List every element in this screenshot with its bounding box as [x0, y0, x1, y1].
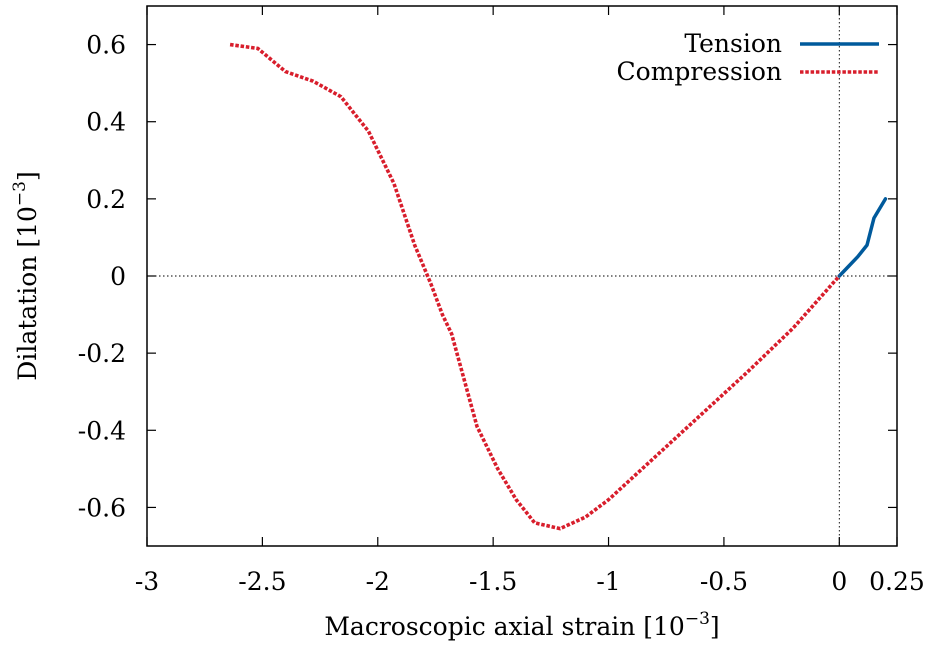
x-axis-title: Macroscopic axial strain [10−3] [324, 609, 719, 641]
y-tick-label: 0.2 [86, 185, 126, 214]
y-axis-title-text: Dilatation [10 [13, 206, 42, 381]
y-axis-title-exponent: −3 [10, 181, 30, 206]
series-line-tension [837, 197, 888, 278]
y-tick-label: 0.6 [86, 31, 126, 60]
x-tick-label: -1.5 [469, 567, 517, 596]
tick-marks [146, 6, 898, 546]
y-axis-title-close: ] [13, 171, 42, 181]
legend-label-tension: Tension [684, 29, 782, 58]
series-layer [229, 42, 888, 531]
x-tick-label: -3 [135, 567, 159, 596]
x-tick-label: 0 [831, 567, 847, 596]
y-tick-label: 0 [110, 262, 126, 291]
x-axis-title-close: ] [710, 612, 720, 641]
x-tick-label: -0.5 [700, 567, 748, 596]
series-line-compression [229, 42, 841, 531]
tick-labels: -3 -2.5 -2 -1.5 -1 -0.5 0 0.25 0.6 0.4 0.2 0 -0.2 -0.… [78, 31, 925, 596]
legend-label-compression: Compression [617, 57, 782, 86]
x-axis-title-exponent: −3 [685, 609, 710, 629]
y-tick-label: -0.2 [78, 339, 126, 368]
x-axis-title-text: Macroscopic axial strain [10 [324, 612, 685, 641]
y-tick-label: 0.4 [86, 108, 126, 137]
zero-guide-lines [147, 6, 897, 546]
x-tick-label: 0.25 [869, 567, 925, 596]
x-tick-label: -2.5 [238, 567, 286, 596]
y-axis-title: Dilatation [10−3] [10, 171, 42, 380]
x-tick-label: -1 [596, 567, 620, 596]
x-tick-label: -2 [366, 567, 390, 596]
y-tick-label: -0.4 [78, 416, 126, 445]
y-tick-label: -0.6 [78, 493, 126, 522]
